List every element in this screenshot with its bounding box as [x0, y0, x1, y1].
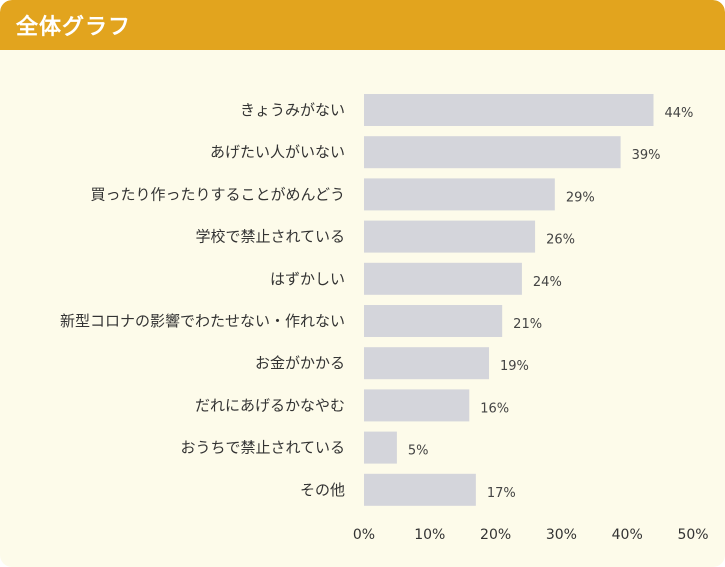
- bar-5: [364, 305, 503, 337]
- x-tick-label-5: 50%: [677, 527, 708, 543]
- x-tick-label-3: 30%: [546, 527, 577, 543]
- header-bar: 全体グラフ: [0, 0, 725, 50]
- bar-3: [364, 220, 536, 253]
- value-label-2: 29%: [566, 190, 595, 205]
- value-label-1: 39%: [632, 148, 661, 163]
- category-label-1: あげたい人がいない: [210, 143, 345, 161]
- x-tick-label-1: 10%: [414, 527, 445, 543]
- category-label-5: 新型コロナの影響でわたせない・作れない: [60, 312, 345, 330]
- bar-6: [364, 347, 490, 380]
- x-tick-label-2: 20%: [480, 527, 511, 543]
- x-tick-label-0: 0%: [353, 527, 375, 543]
- value-label-6: 19%: [500, 359, 529, 374]
- chart-title: 全体グラフ: [16, 15, 132, 40]
- value-label-5: 21%: [513, 317, 542, 332]
- category-label-9: その他: [300, 481, 345, 499]
- value-label-7: 16%: [480, 401, 509, 416]
- bar-0: [364, 94, 654, 126]
- value-label-9: 17%: [487, 486, 516, 501]
- value-label-0: 44%: [665, 106, 694, 121]
- bar-2: [364, 178, 555, 211]
- category-label-0: きょうみがない: [240, 101, 345, 119]
- category-label-4: はずかしい: [270, 270, 345, 288]
- value-label-8: 5%: [408, 444, 429, 459]
- bar-1: [364, 136, 621, 169]
- bar-9: [364, 473, 476, 506]
- category-label-6: お金がかかる: [255, 354, 345, 372]
- x-tick-label-4: 40%: [612, 527, 643, 543]
- category-label-2: 買ったり作ったりすることがめんどう: [90, 185, 345, 203]
- category-label-7: だれにあげるかなやむ: [195, 396, 345, 414]
- category-label-8: おうちで禁止されている: [180, 439, 345, 457]
- category-label-3: 学校で禁止されている: [195, 228, 345, 246]
- value-label-3: 26%: [546, 233, 575, 248]
- bar-4: [364, 262, 522, 295]
- bar-8: [364, 431, 397, 464]
- value-label-4: 24%: [533, 275, 562, 290]
- bar-7: [364, 389, 470, 422]
